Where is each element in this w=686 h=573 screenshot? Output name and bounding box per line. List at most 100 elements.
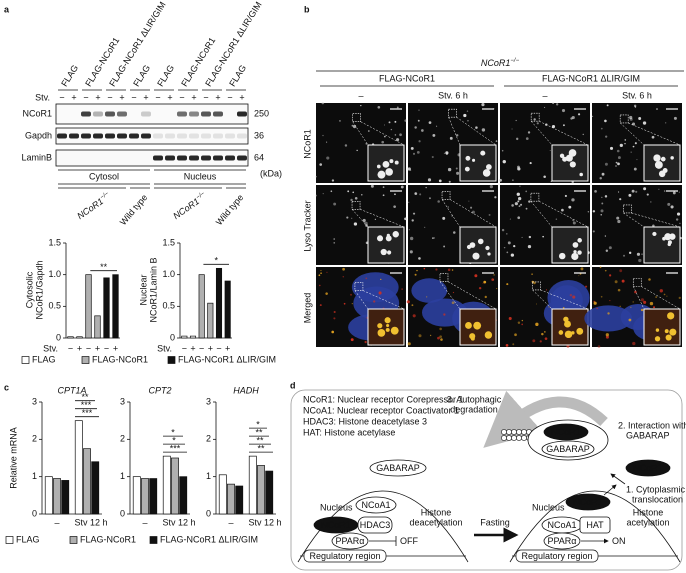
signal: [517, 165, 520, 169]
significance: **: [100, 262, 108, 272]
signal: [571, 198, 575, 202]
signal: [347, 190, 350, 193]
inset-signal: [579, 172, 583, 177]
signal: [416, 269, 418, 272]
wild-type-label: Wild type: [214, 192, 245, 227]
band: [165, 155, 175, 161]
y-tick-label: 2: [206, 434, 211, 444]
signal: [617, 288, 621, 292]
band: [237, 111, 247, 117]
signal: [401, 288, 403, 290]
band: [213, 111, 223, 117]
signal: [679, 222, 681, 225]
signal: [636, 159, 638, 161]
signal: [535, 322, 539, 327]
signal: [624, 139, 627, 141]
signal: [508, 317, 512, 321]
signal: [350, 198, 353, 202]
roi: [448, 108, 457, 118]
signal: [518, 197, 522, 201]
construct-label: FLAG-NCoR1 ΔLIR/GIM: [542, 73, 640, 83]
bar: [103, 277, 110, 339]
arrow: [603, 484, 617, 496]
panel-label: d: [290, 380, 296, 390]
signal: [634, 106, 637, 108]
significance: ***: [81, 400, 92, 410]
band: [81, 133, 91, 139]
band: [177, 111, 187, 117]
signal: [525, 137, 529, 140]
inset-signal: [564, 330, 573, 339]
band: [225, 133, 235, 139]
signal: [364, 221, 368, 226]
stv-sign: −: [131, 92, 136, 102]
band: [57, 133, 67, 139]
inset-signal: [562, 156, 568, 162]
gabarap: [369, 459, 427, 477]
signal: [604, 162, 608, 166]
signal: [621, 279, 625, 283]
step3: degradation: [450, 404, 498, 414]
signal: [424, 226, 426, 229]
bar: [227, 483, 235, 515]
signal: [556, 103, 559, 106]
signal: [412, 314, 416, 318]
signal: [527, 131, 531, 134]
signal: [505, 343, 509, 347]
signal: [514, 202, 518, 206]
lane-label: FLAG: [155, 63, 176, 88]
vesicle: [511, 435, 517, 441]
signal: [594, 190, 597, 193]
signal: [452, 291, 455, 294]
signal: [482, 282, 484, 285]
signal: [455, 134, 459, 137]
signal: [418, 257, 421, 260]
inset-signal: [564, 320, 571, 328]
signal: [333, 310, 336, 314]
signal: [676, 212, 681, 216]
signal: [600, 127, 603, 130]
signal: [528, 200, 531, 203]
hdac3: [357, 516, 393, 534]
signal: [493, 274, 495, 276]
vesicle: [506, 435, 512, 441]
inset-signal: [664, 329, 669, 334]
inset-signal: [472, 252, 480, 260]
signal: [597, 345, 601, 348]
signal: [545, 289, 548, 291]
bar: [162, 455, 171, 515]
signal: [601, 196, 603, 199]
signal: [370, 184, 374, 188]
signal: [663, 293, 666, 296]
signal: [582, 133, 584, 136]
signal: [600, 214, 602, 216]
signal: [425, 186, 427, 189]
inset-signal: [577, 238, 582, 243]
signal: [447, 268, 451, 272]
signal: [629, 115, 633, 120]
signal: [628, 193, 632, 197]
signal: [484, 295, 487, 299]
lane-label: FLAG: [227, 63, 248, 88]
inset-signal: [655, 328, 660, 332]
legend-label: FLAG-NCoR1: [80, 534, 136, 544]
signal: [502, 159, 506, 164]
ncor1: [565, 493, 611, 511]
signal: [505, 232, 508, 235]
blot: [55, 103, 249, 125]
inset-signal: [387, 250, 392, 255]
signal: [467, 119, 469, 122]
signal: [365, 277, 368, 280]
inset-signal: [576, 327, 584, 335]
signal: [407, 167, 411, 171]
roi: [441, 191, 451, 200]
signal: [342, 267, 345, 271]
stv-sign: +: [119, 92, 124, 102]
signal: [536, 122, 539, 125]
effect: deacetylation: [409, 517, 462, 527]
signal: [488, 213, 491, 216]
signal: [617, 219, 621, 224]
bar: [179, 476, 188, 515]
signal: [624, 142, 626, 145]
signal: [455, 167, 458, 170]
